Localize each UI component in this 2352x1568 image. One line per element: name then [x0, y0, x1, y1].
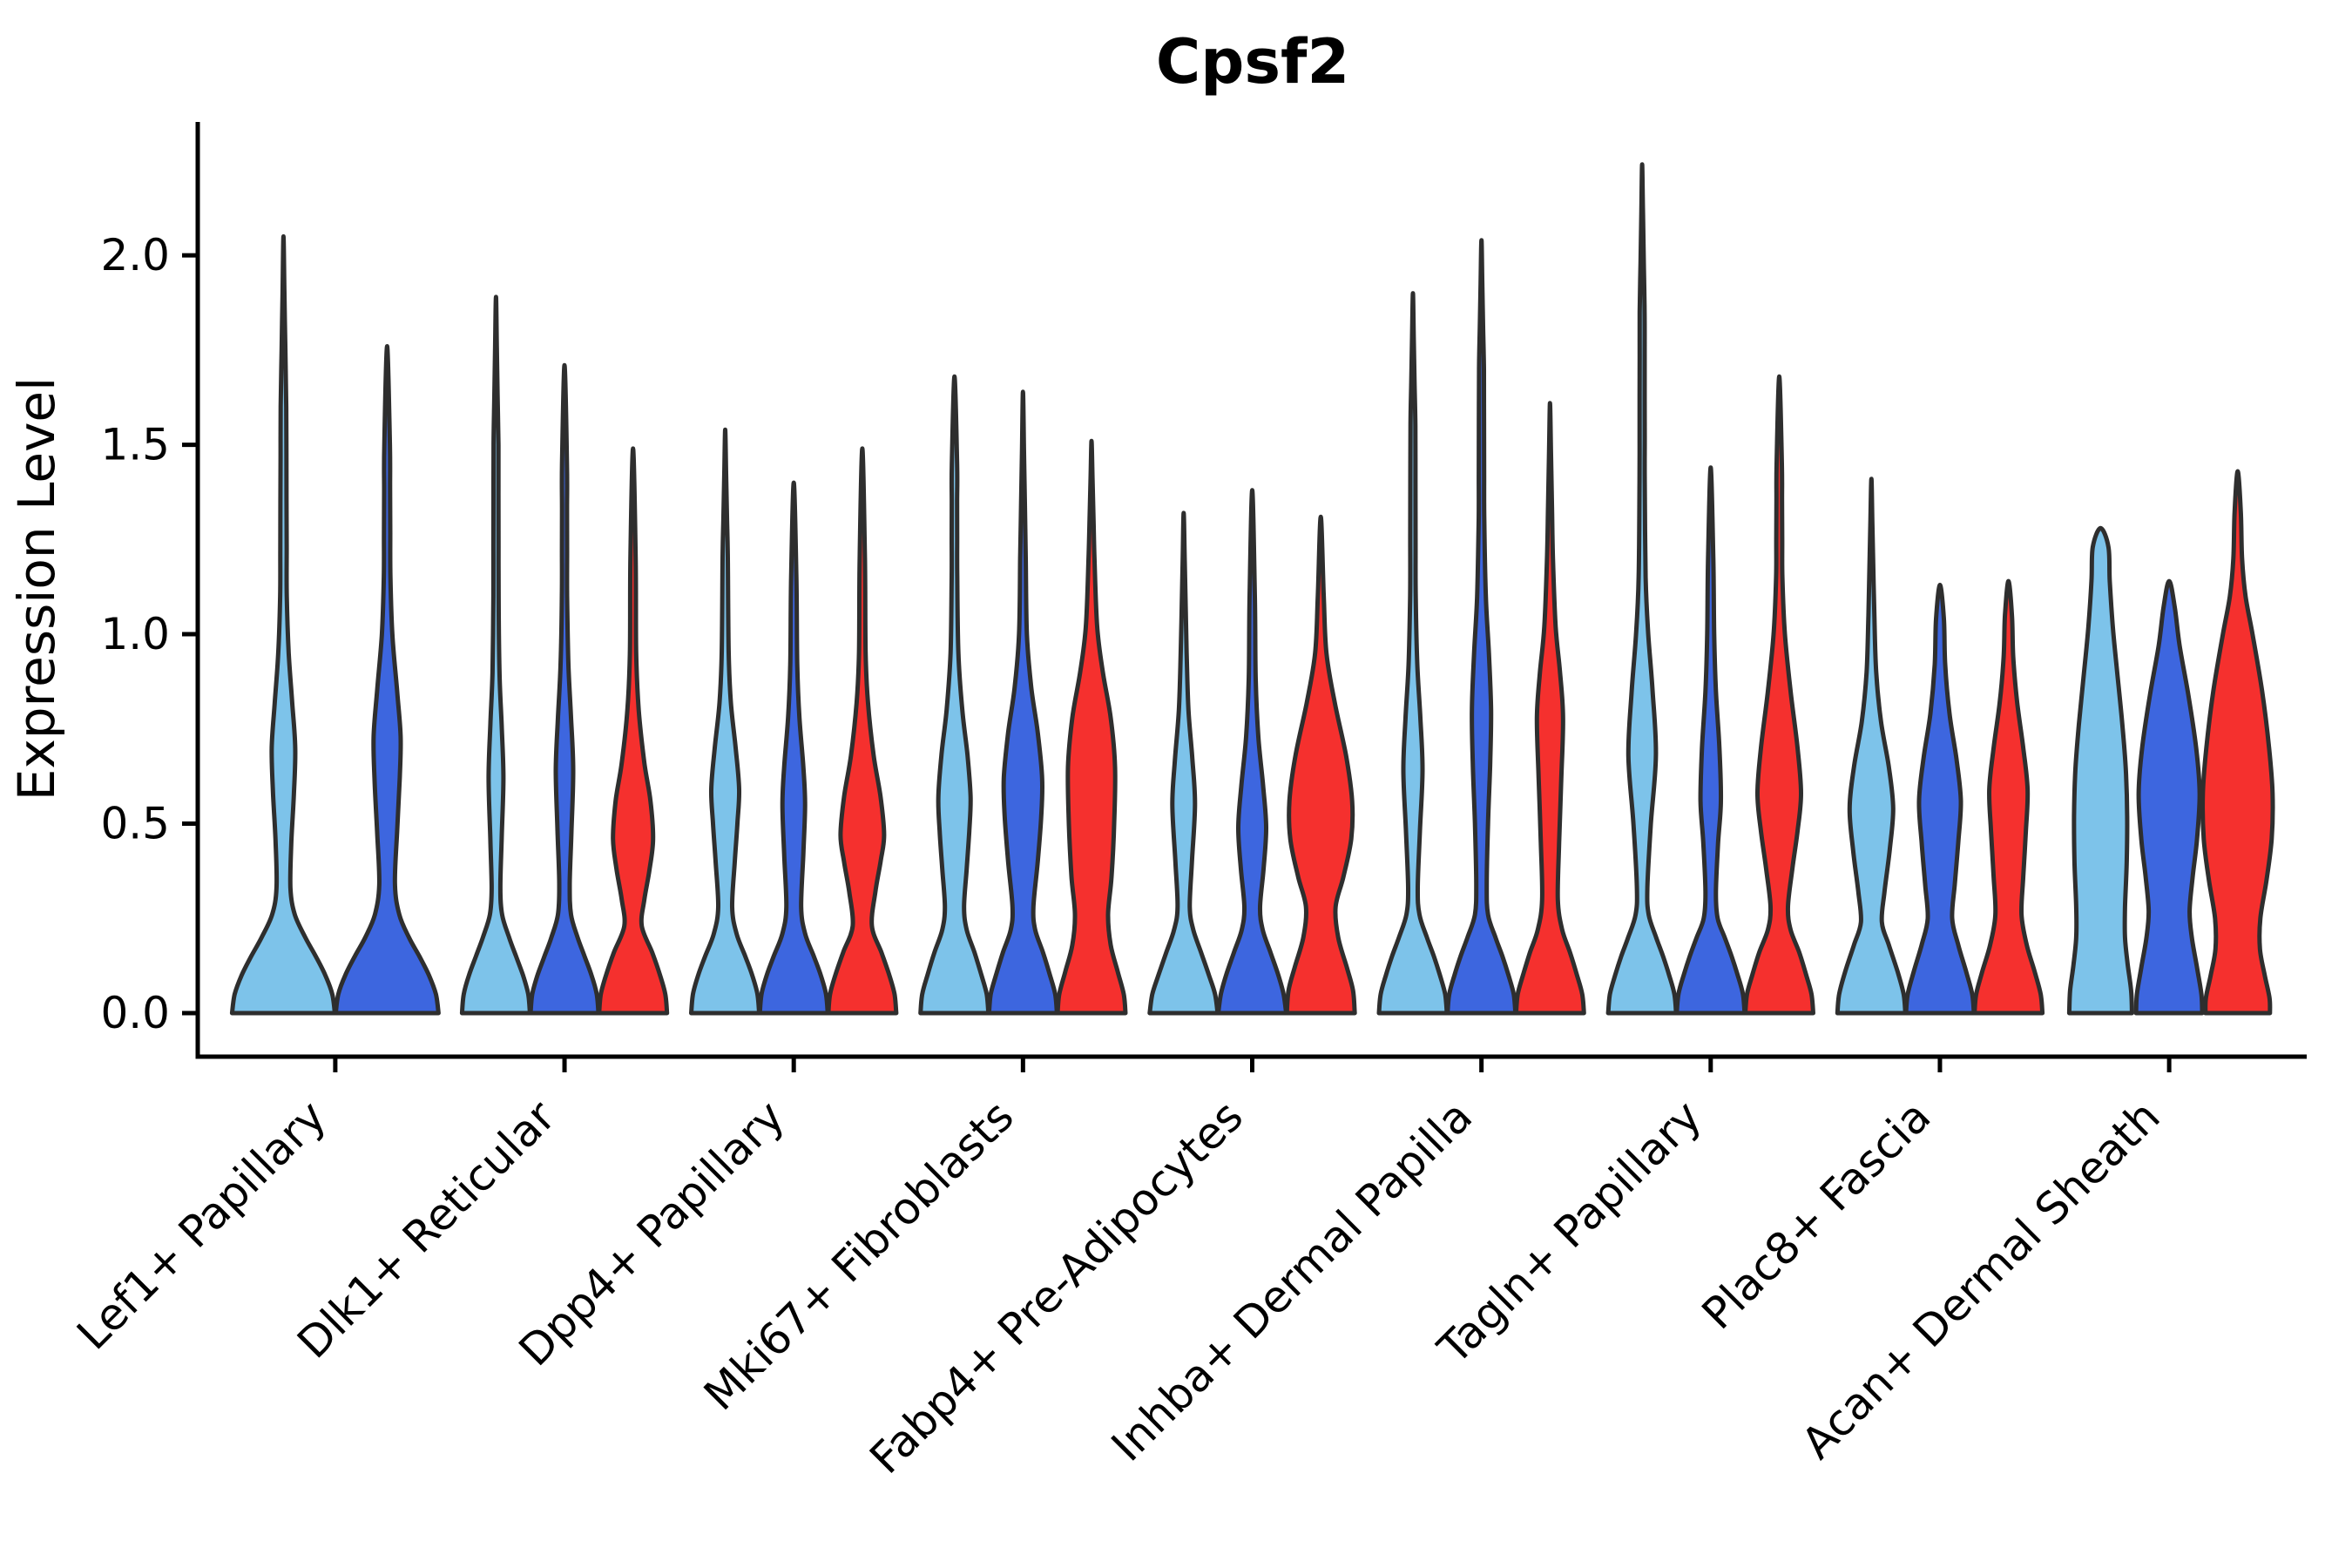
violin-dpp4-papillary-red — [826, 446, 899, 1016]
violin-fabp4-pre-adipocytes-red — [1284, 514, 1357, 1016]
violin-dpp4-papillary-dark_blue — [757, 480, 830, 1016]
violin-acan-dermal-sheath-light_blue — [2066, 525, 2134, 1016]
violin-tagln-papillary-dark_blue — [1674, 465, 1747, 1016]
violin-plac8-fascia-light_blue — [1835, 476, 1908, 1016]
y-axis-label: Expression Level — [7, 377, 66, 801]
y-tick-label: 1.5 — [100, 420, 170, 470]
x-tick-label: Fabp4+ Pre-Adipocytes — [860, 1091, 1253, 1484]
violin-plac8-fascia-red — [1972, 578, 2045, 1016]
y-tick-label: 0.0 — [100, 988, 170, 1038]
chart-title: Cpsf2 — [1156, 26, 1349, 98]
violin-lef1-papillary-light_blue — [229, 233, 337, 1016]
violin-inhba-dermal-papilla-dark_blue — [1445, 238, 1518, 1016]
y-tick-label: 0.5 — [100, 799, 170, 849]
x-tick-label: Plac8+ Fascia — [1693, 1091, 1941, 1339]
violin-acan-dermal-sheath-red — [2200, 469, 2275, 1016]
violin-dpp4-papillary-light_blue — [689, 427, 761, 1016]
y-tick-label: 2.0 — [100, 230, 170, 280]
violin-mki67-fibroblasts-dark_blue — [986, 389, 1059, 1016]
violin-fabp4-pre-adipocytes-light_blue — [1147, 510, 1220, 1016]
violin-mki67-fibroblasts-red — [1055, 438, 1128, 1016]
y-tick-label: 1.0 — [100, 609, 170, 659]
violin-plac8-fascia-dark_blue — [1903, 583, 1977, 1016]
violin-tagln-papillary-red — [1743, 374, 1815, 1016]
x-tick-label: Lef1+ Papillary — [67, 1091, 335, 1359]
violin-tagln-papillary-light_blue — [1605, 162, 1679, 1016]
violin-lef1-papillary-dark_blue — [333, 344, 441, 1016]
violin-dlk1-reticular-dark_blue — [528, 362, 601, 1016]
violin-dlk1-reticular-light_blue — [459, 294, 532, 1016]
violin-inhba-dermal-papilla-light_blue — [1376, 291, 1450, 1016]
violin-dlk1-reticular-red — [597, 446, 670, 1016]
violin-mki67-fibroblasts-light_blue — [918, 374, 991, 1016]
violins-layer — [229, 162, 2275, 1016]
violin-inhba-dermal-papilla-red — [1513, 401, 1586, 1016]
violin-fabp4-pre-adipocytes-dark_blue — [1216, 488, 1288, 1016]
violin-acan-dermal-sheath-dark_blue — [2133, 578, 2205, 1016]
